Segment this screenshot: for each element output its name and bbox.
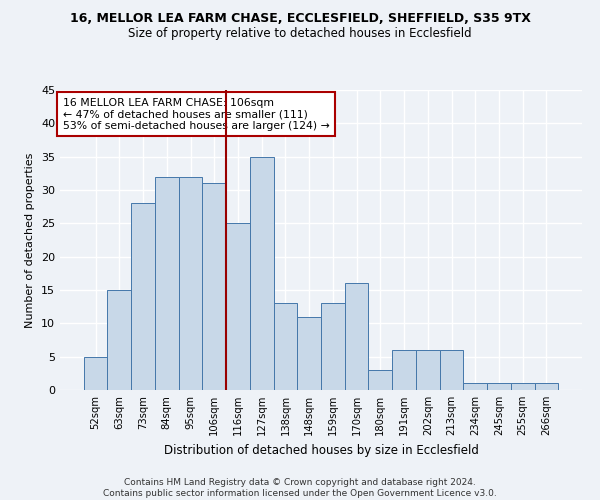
Text: 16 MELLOR LEA FARM CHASE: 106sqm
← 47% of detached houses are smaller (111)
53% : 16 MELLOR LEA FARM CHASE: 106sqm ← 47% o… (62, 98, 329, 130)
Bar (202, 184, 226, 390)
X-axis label: Distribution of detached houses by size in Ecclesfield: Distribution of detached houses by size … (164, 444, 478, 456)
Bar (297, 316, 321, 390)
Y-axis label: Number of detached properties: Number of detached properties (25, 152, 35, 328)
Bar (487, 384, 511, 390)
Bar (463, 384, 487, 390)
Bar (155, 176, 179, 390)
Text: Contains HM Land Registry data © Crown copyright and database right 2024.
Contai: Contains HM Land Registry data © Crown c… (103, 478, 497, 498)
Bar (274, 304, 297, 390)
Text: Size of property relative to detached houses in Ecclesfield: Size of property relative to detached ho… (128, 28, 472, 40)
Bar (321, 304, 345, 390)
Bar (84, 356, 107, 390)
Bar (179, 176, 202, 390)
Bar (368, 370, 392, 390)
Bar (345, 284, 368, 390)
Bar (416, 350, 440, 390)
Bar (107, 290, 131, 390)
Bar (440, 350, 463, 390)
Bar (511, 384, 535, 390)
Bar (392, 350, 416, 390)
Bar (250, 156, 274, 390)
Text: 16, MELLOR LEA FARM CHASE, ECCLESFIELD, SHEFFIELD, S35 9TX: 16, MELLOR LEA FARM CHASE, ECCLESFIELD, … (70, 12, 530, 26)
Bar (226, 224, 250, 390)
Bar (535, 384, 558, 390)
Bar (131, 204, 155, 390)
